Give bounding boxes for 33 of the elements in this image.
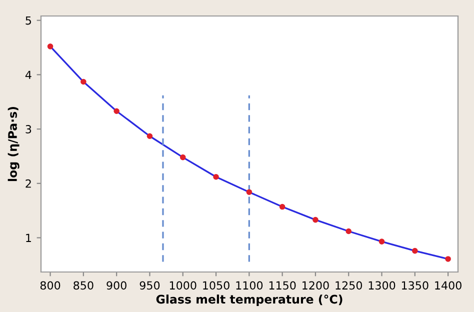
point	[378, 238, 385, 244]
y-tick-label: 5	[26, 16, 31, 25]
point	[114, 108, 120, 114]
x-tick-label: 1300	[368, 281, 396, 290]
point	[346, 228, 352, 234]
x-tick-label: 1050	[203, 281, 230, 290]
y-tick-label: 2	[26, 179, 31, 188]
x-tick-label: 950	[140, 281, 160, 290]
x-tick-label: 1250	[336, 281, 362, 290]
point	[80, 78, 86, 85]
x-tick-label: 1350	[402, 281, 428, 290]
point	[246, 189, 252, 195]
x-tick-label: 800	[40, 281, 60, 290]
x-tick-label: 1000	[170, 281, 196, 290]
point	[312, 216, 318, 223]
y-tick-label: 4	[25, 70, 32, 79]
x-tick-label: 1400	[435, 281, 462, 290]
point	[279, 204, 286, 210]
x-axis-title: Glass melt temperature (°C)	[156, 294, 342, 306]
point	[47, 44, 54, 50]
x-tick-label: 1100	[236, 281, 263, 290]
x-tick-label: 850	[74, 281, 94, 290]
point	[146, 133, 153, 140]
point	[180, 154, 186, 160]
y-axis-title: log (η/Pa·s)	[8, 106, 20, 182]
x-tick-label: 900	[106, 281, 126, 290]
point	[445, 256, 451, 262]
point	[213, 174, 219, 180]
x-tick-label: 1200	[302, 281, 329, 290]
x-tick-label: 1150	[269, 281, 296, 290]
y-tick-label: 1	[26, 234, 31, 242]
point	[412, 248, 418, 254]
y-tick-label: 3	[26, 125, 32, 134]
